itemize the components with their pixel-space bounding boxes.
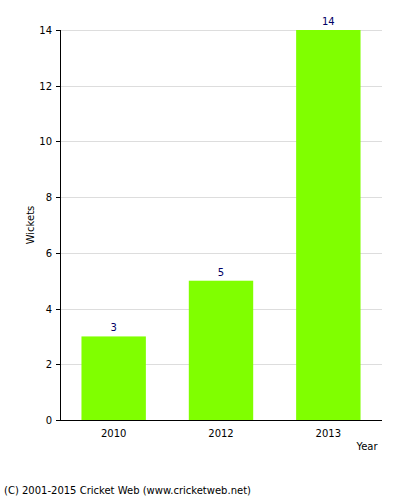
bar	[81, 336, 145, 420]
y-tick-label: 4	[46, 304, 52, 315]
y-tick-label: 0	[46, 415, 52, 426]
y-axis-label: Wickets	[25, 206, 36, 245]
x-tick-label: 2012	[208, 428, 233, 439]
grid-line	[60, 420, 382, 421]
y-tick	[56, 420, 60, 421]
x-tick-label: 2010	[101, 428, 126, 439]
y-tick-label: 2	[46, 359, 52, 370]
y-tick	[56, 30, 60, 31]
y-tick	[56, 141, 60, 142]
y-tick-label: 14	[39, 25, 52, 36]
x-axis-label: Year	[355, 441, 378, 452]
credit: (C) 2001-2015 Cricket Web (www.cricketwe…	[4, 485, 251, 496]
y-tick	[56, 197, 60, 198]
y-tick-label: 10	[39, 136, 52, 147]
chart-container: 0 2 4 6 8 10 12 14 3 5 14 2010 2012 2013 Year Wickets (C…	[0, 0, 400, 500]
bar	[189, 281, 253, 420]
background	[0, 0, 400, 500]
y-tick-label: 12	[39, 81, 52, 92]
x-axis	[60, 420, 382, 421]
data-label: 5	[218, 267, 224, 278]
y-tick	[56, 86, 60, 87]
chart-svg: 0 2 4 6 8 10 12 14 3 5 14 2010 2012 2013 Year Wickets (C…	[0, 0, 400, 500]
y-tick	[56, 309, 60, 310]
x-tick-label: 2013	[316, 428, 341, 439]
y-tick	[56, 253, 60, 254]
y-tick-label: 6	[46, 248, 52, 259]
bar	[296, 30, 360, 420]
data-label: 3	[110, 322, 116, 333]
data-label: 14	[322, 16, 335, 27]
y-tick-label: 8	[46, 192, 52, 203]
y-axis	[60, 30, 61, 420]
y-tick	[56, 364, 60, 365]
